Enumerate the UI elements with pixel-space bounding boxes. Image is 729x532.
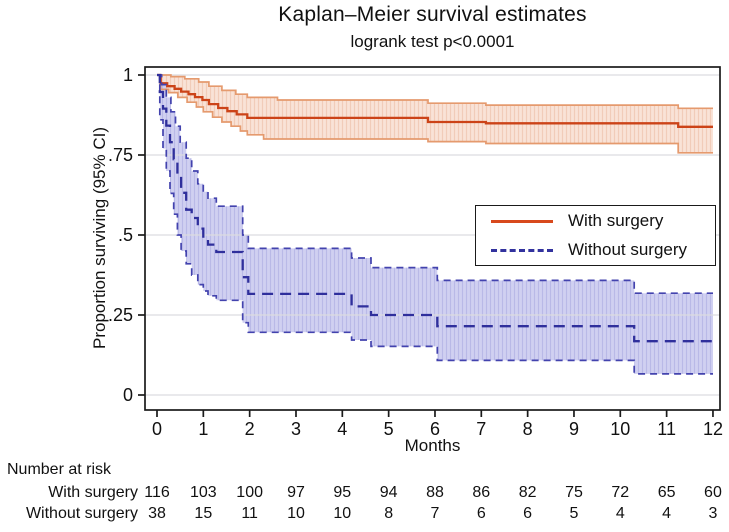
legend-box: With surgery Without surgery (475, 205, 716, 266)
y-tick-label: 1 (123, 65, 133, 85)
risk-value: 6 (476, 505, 486, 522)
chart-title: Kaplan–Meier survival estimates (278, 3, 587, 26)
x-tick-label: 11 (657, 419, 676, 439)
risk-value: 38 (148, 505, 166, 522)
x-tick-label: 1 (198, 419, 208, 439)
risk-value: 10 (333, 505, 352, 522)
without-surgery-ci-upper-line (157, 74, 713, 295)
risk-value: 94 (379, 484, 398, 501)
risk-table-header: Number at risk (7, 461, 112, 478)
risk-value: 97 (287, 484, 305, 501)
x-tick-label: 2 (245, 419, 255, 439)
with-surgery-ci-lower-line (157, 74, 713, 154)
risk-value: 88 (426, 484, 444, 501)
x-tick-label: 9 (569, 419, 579, 439)
risk-value: 72 (611, 484, 630, 501)
x-tick-label: 0 (152, 419, 162, 439)
legend-label: With surgery (568, 211, 664, 230)
with-surgery-survival-line (157, 73, 713, 128)
y-tick-label: .5 (118, 225, 133, 245)
x-tick-label: 5 (384, 419, 394, 439)
risk-value: 95 (333, 484, 352, 501)
legend-item-without-surgery: Without surgery (491, 240, 715, 260)
risk-value: 75 (565, 484, 583, 501)
risk-value: 4 (662, 505, 672, 522)
without-surgery-survival-line (157, 73, 713, 343)
risk-value: 4 (615, 505, 625, 522)
plot-border (144, 66, 721, 411)
with-surgery-line-swatch (491, 219, 553, 223)
y-tick-label: .25 (108, 305, 133, 325)
risk-value: 5 (569, 505, 579, 522)
risk-value: 65 (657, 484, 676, 501)
y-tick-label: 0 (123, 385, 133, 405)
without-surgery-line-swatch (491, 248, 553, 252)
risk-row-label-with-surgery: With surgery (48, 484, 138, 501)
risk-value: 11 (241, 505, 258, 522)
risk-value: 116 (144, 484, 170, 501)
risk-value: 10 (287, 505, 305, 522)
y-tick-label: .75 (108, 145, 133, 165)
risk-value: 3 (708, 505, 718, 522)
legend-item-with-surgery: With surgery (491, 211, 715, 231)
risk-value: 103 (189, 484, 217, 501)
risk-value: 82 (518, 484, 537, 501)
risk-value: 8 (384, 505, 394, 522)
x-tick-label: 10 (610, 419, 630, 439)
x-tick-label: 4 (337, 419, 347, 439)
x-tick-label: 6 (430, 419, 440, 439)
legend-label: Without surgery (568, 240, 688, 259)
without-surgery-ci-band (157, 75, 713, 374)
risk-value: 15 (194, 505, 213, 522)
with-surgery-ci-upper-line (157, 74, 713, 110)
x-tick-label: 8 (523, 419, 533, 439)
risk-value: 60 (704, 484, 722, 501)
risk-value: 100 (236, 484, 263, 501)
risk-value: 6 (523, 505, 533, 522)
x-axis-label: Months (404, 436, 461, 455)
without-surgery-ci-lower-line (157, 74, 713, 375)
x-tick-label: 7 (476, 419, 486, 439)
x-tick-label: 12 (703, 419, 723, 439)
risk-value: 86 (472, 484, 491, 501)
risk-value: 7 (430, 505, 440, 522)
risk-row-label-without-surgery: Without surgery (25, 505, 138, 522)
chart-subtitle: logrank test p<0.0001 (350, 32, 515, 51)
with-surgery-ci-band (157, 75, 713, 153)
x-tick-label: 3 (291, 419, 301, 439)
